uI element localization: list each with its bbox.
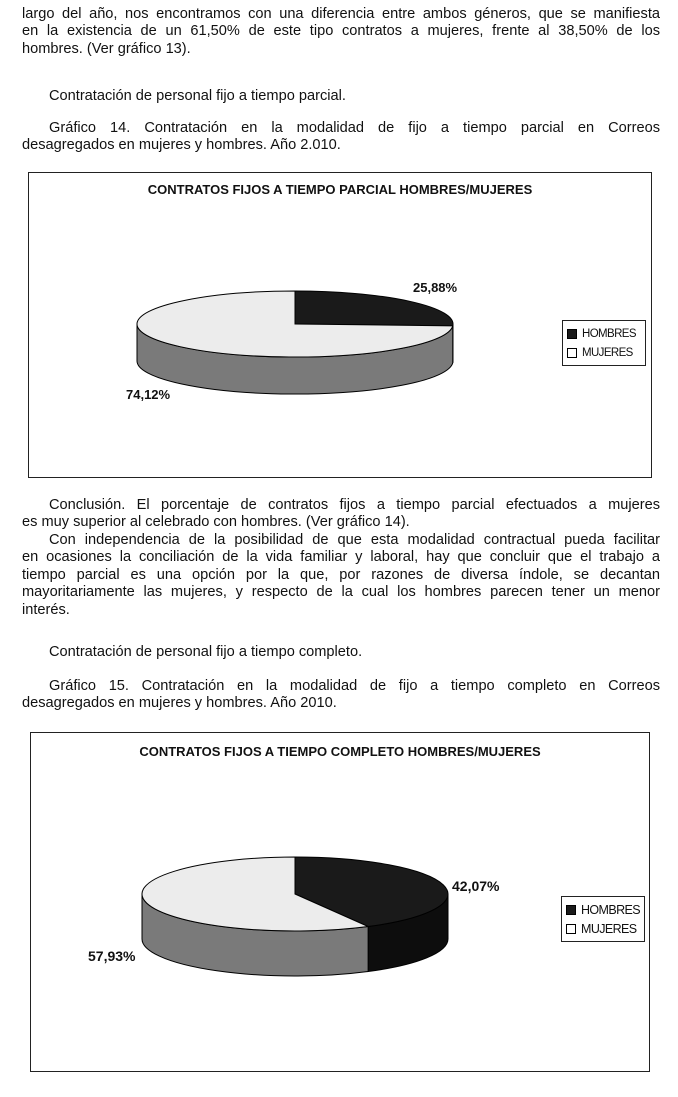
section-heading-completo: Contratación de personal fijo a tiempo c… [22, 644, 660, 661]
legend-swatch [566, 923, 576, 934]
pie-slice-mujeres [136, 290, 454, 358]
text-line: en la existencia de un 61,50% de este ti… [22, 23, 660, 40]
legend-label: MUJERES [582, 346, 633, 359]
legend-swatch [566, 904, 576, 915]
text-line: Gráfico 15. Contratación en la modalidad… [49, 678, 660, 694]
data-label-hombres: 25,88% [413, 280, 458, 295]
text-line: en ocasiones la conciliación de la vida … [22, 549, 660, 566]
caption-grafico-15: Gráfico 15. Contratación en la modalidad… [22, 678, 660, 713]
data-label-hombres: 42,07% [452, 878, 500, 894]
text-line: largo del año, nos encontramos con una d… [22, 6, 660, 22]
pie-slice-hombres [294, 290, 454, 327]
text-line: mayoritariamente las mujeres, y respecto… [22, 584, 660, 601]
chart-legend: HOMBRES MUJERES [561, 896, 645, 942]
data-label-mujeres: 57,93% [88, 948, 136, 964]
chart-title: CONTRATOS FIJOS A TIEMPO COMPLETO HOMBRE… [139, 744, 541, 759]
chart-grafico-15: CONTRATOS FIJOS A TIEMPO COMPLETO HOMBRE… [30, 732, 650, 1072]
text-line: Contratación de personal fijo a tiempo c… [49, 644, 363, 660]
chart-grafico-14: CONTRATOS FIJOS A TIEMPO PARCIAL HOMBRES… [28, 172, 652, 478]
chart-legend: HOMBRES MUJERES [562, 320, 646, 366]
data-label-mujeres: 74,12% [126, 387, 171, 402]
pie-chart [136, 290, 454, 395]
legend-item-hombres: HOMBRES [566, 900, 641, 919]
text-line: desagregados en mujeres y hombres. Año 2… [22, 137, 341, 154]
legend-label: HOMBRES [582, 327, 637, 340]
section-heading-parcial: Contratación de personal fijo a tiempo p… [22, 88, 660, 105]
text-line: hombres. (Ver gráfico 13). [22, 40, 191, 57]
text-line: tiempo parcial es una opción por la que,… [22, 566, 660, 583]
chart-title: CONTRATOS FIJOS A TIEMPO PARCIAL HOMBRES… [147, 182, 533, 197]
text-line: interés. [22, 601, 70, 618]
legend-swatch [567, 347, 577, 358]
legend-swatch [567, 328, 577, 339]
text-line: es muy superior al celebrado con hombres… [22, 514, 410, 531]
legend-label: MUJERES [581, 921, 637, 936]
pie-chart [141, 856, 449, 977]
pie-slice-hombres [294, 856, 449, 928]
paragraph-intro: largo del año, nos encontramos con una d… [22, 6, 660, 58]
caption-grafico-14: Gráfico 14. Contratación en la modalidad… [22, 120, 660, 155]
text-line: Con independencia de la posibilidad de q… [49, 532, 660, 548]
text-line: Contratación de personal fijo a tiempo p… [49, 88, 346, 104]
text-line: Conclusión. El porcentaje de contratos f… [49, 497, 660, 513]
legend-item-mujeres: MUJERES [566, 919, 640, 938]
text-line: Gráfico 14. Contratación en la modalidad… [49, 120, 660, 136]
legend-item-hombres: HOMBRES [567, 324, 641, 343]
paragraph-independencia: Con independencia de la posibilidad de q… [22, 532, 660, 619]
paragraph-conclusion: Conclusión. El porcentaje de contratos f… [22, 497, 660, 532]
legend-item-mujeres: MUJERES [567, 343, 641, 362]
pie-slice-mujeres [141, 856, 370, 932]
legend-label: HOMBRES [580, 902, 641, 917]
text-line: desagregados en mujeres y hombres. Año 2… [22, 695, 337, 712]
